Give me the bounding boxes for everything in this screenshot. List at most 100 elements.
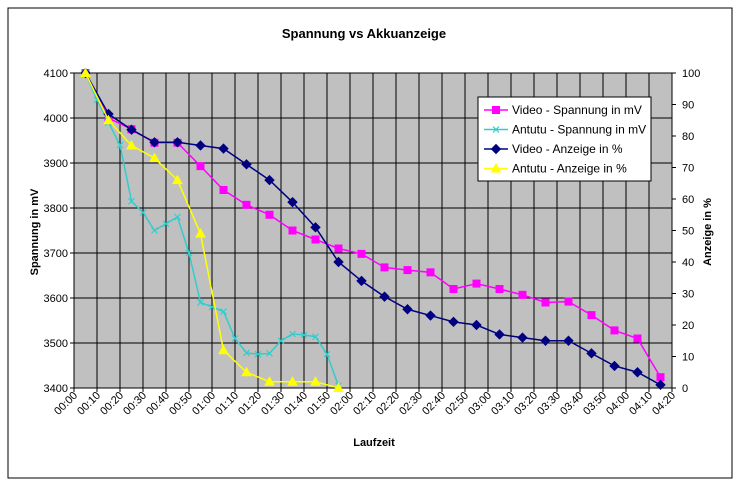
data-point-video-spannung-in-mv — [495, 285, 504, 293]
data-point-video-anzeige-in — [540, 335, 551, 346]
data-point-video-spannung-in-mv — [380, 263, 389, 272]
marker-x-stroke — [266, 349, 273, 357]
marker-x-stroke — [162, 220, 170, 228]
y-left-tick-label: 3400 — [44, 383, 68, 395]
data-point-video-anzeige-in — [448, 316, 459, 328]
data-point-video-spannung-in-mv — [472, 279, 481, 288]
data-point-antutu-spannung-in-mv — [231, 335, 239, 342]
data-point-antutu-spannung-in-mv — [128, 197, 135, 205]
marker-x-stroke — [185, 249, 193, 257]
data-point-video-anzeige-in — [333, 256, 344, 268]
data-point-video-anzeige-in — [563, 335, 574, 346]
data-point-antutu-anzeige-in — [126, 139, 137, 150]
y-axis-right-title: Anzeige in % — [702, 198, 714, 266]
data-point-video-anzeige-in — [655, 379, 666, 391]
y-left-tick-label: 3800 — [44, 203, 68, 215]
data-point-antutu-anzeige-in — [103, 114, 114, 125]
data-point-antutu-spannung-in-mv — [289, 330, 296, 338]
marker-x-stroke — [174, 213, 181, 221]
data-point-antutu-spannung-in-mv — [220, 308, 227, 315]
data-point-video-anzeige-in — [402, 304, 413, 315]
marker-x-stroke — [289, 330, 296, 338]
data-point-antutu-spannung-in-mv — [185, 249, 193, 257]
y-left-tick-label: 3900 — [44, 158, 68, 170]
legend-entry-video-anzeige-in: Video - Anzeige in % — [512, 142, 623, 156]
y-right-tick-label: 60 — [682, 194, 694, 206]
data-point-video-spannung-in-mv — [219, 186, 228, 194]
y-right-tick-label: 70 — [682, 163, 694, 175]
data-point-video-spannung-in-mv — [633, 334, 642, 343]
data-point-video-anzeige-in — [586, 348, 597, 359]
y-left-tick-label: 3700 — [44, 248, 68, 260]
chart-title: Spannung vs Akkuanzeige — [282, 26, 446, 41]
marker-x-stroke — [277, 337, 285, 345]
data-point-video-anzeige-in — [494, 329, 505, 340]
data-point-video-anzeige-in — [195, 140, 206, 151]
data-point-antutu-spannung-in-mv — [139, 209, 147, 216]
legend-swatch-marker-antutu-anzeige-in — [490, 162, 502, 173]
data-point-antutu-anzeige-in — [333, 382, 344, 392]
data-point-video-spannung-in-mv — [334, 244, 343, 253]
y-right-tick-label: 80 — [682, 131, 694, 143]
series-line-antutu-anzeige-in — [84, 72, 339, 389]
data-point-antutu-spannung-in-mv — [243, 349, 250, 357]
data-point-video-anzeige-in — [218, 143, 229, 154]
data-point-antutu-spannung-in-mv — [254, 350, 262, 358]
y-left-tick-label: 3500 — [44, 338, 68, 350]
data-point-video-anzeige-in — [632, 367, 643, 378]
data-point-video-spannung-in-mv — [426, 268, 435, 277]
data-point-video-spannung-in-mv — [541, 298, 550, 307]
marker-x-stroke — [139, 209, 147, 216]
marker-x-stroke — [231, 335, 239, 342]
data-point-antutu-spannung-in-mv — [197, 299, 204, 306]
data-point-video-spannung-in-mv — [265, 210, 274, 219]
y-right-tick-label: 50 — [682, 226, 694, 238]
data-point-video-anzeige-in — [264, 174, 275, 186]
marker-x-stroke — [197, 299, 204, 306]
y-right-tick-label: 90 — [682, 100, 694, 112]
y-right-tick-label: 100 — [682, 68, 700, 80]
data-point-video-spannung-in-mv — [610, 326, 619, 335]
marker-x-stroke — [492, 126, 500, 133]
marker-x-stroke — [220, 308, 227, 315]
data-point-video-anzeige-in — [471, 319, 482, 331]
legend-entry-video-spannung-in-mv: Video - Spannung in mV — [512, 103, 642, 117]
legend-swatch-marker-video-spannung-in-mv — [492, 106, 500, 114]
data-point-video-spannung-in-mv — [403, 266, 412, 275]
data-point-antutu-spannung-in-mv — [312, 333, 319, 341]
data-point-video-anzeige-in — [425, 310, 436, 321]
data-point-antutu-anzeige-in — [310, 376, 321, 386]
legend: Video - Spannung in mV Antutu - Spannung … — [477, 96, 652, 182]
y-right-tick-label: 0 — [682, 383, 688, 395]
y-right-tick-label: 30 — [682, 289, 694, 301]
data-point-video-spannung-in-mv — [518, 290, 527, 299]
data-point-video-anzeige-in — [287, 196, 298, 208]
marker-x-stroke — [128, 197, 135, 205]
legend-box — [477, 96, 652, 182]
data-point-antutu-spannung-in-mv — [300, 331, 308, 339]
y-left-tick-label: 4000 — [44, 113, 68, 125]
data-point-video-spannung-in-mv — [288, 226, 297, 235]
legend-entry-antutu-spannung-in-mv: Antutu - Spannung in mV — [512, 123, 646, 137]
data-point-video-spannung-in-mv — [357, 249, 366, 258]
data-point-video-anzeige-in — [126, 124, 137, 135]
y-axis-left-title: Spannung in mV — [29, 188, 41, 275]
marker-x-stroke — [312, 333, 319, 341]
legend-entry-antutu-anzeige-in: Antutu - Anzeige in % — [512, 162, 627, 176]
data-point-antutu-anzeige-in — [287, 376, 298, 386]
data-point-video-anzeige-in — [379, 291, 390, 302]
x-axis-title: Laufzeit — [353, 437, 395, 449]
data-point-antutu-anzeige-in — [264, 376, 275, 386]
y-left-tick-label: 4100 — [44, 68, 68, 80]
y-right-tick-label: 10 — [682, 352, 694, 364]
marker-x-stroke — [116, 141, 124, 149]
data-point-antutu-spannung-in-mv — [277, 337, 285, 345]
marker-x-stroke — [254, 350, 262, 358]
marker-x-stroke — [151, 227, 158, 234]
y-left-tick-label: 3600 — [44, 293, 68, 305]
legend-swatch-marker-video-anzeige-in — [490, 143, 502, 155]
data-point-antutu-anzeige-in — [218, 344, 229, 355]
data-point-video-anzeige-in — [149, 137, 160, 148]
